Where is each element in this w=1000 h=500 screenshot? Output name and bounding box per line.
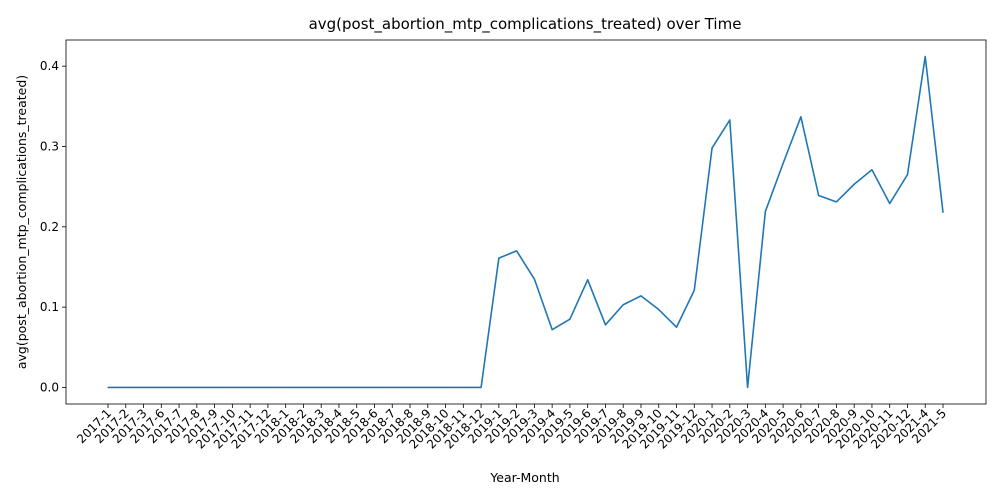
data-point	[231, 386, 233, 389]
data-point	[693, 289, 695, 291]
y-tick-label: 0.4	[40, 59, 59, 73]
data-point	[782, 162, 784, 164]
data-point	[391, 386, 393, 389]
data-point	[498, 257, 500, 259]
y-tick-label: 0.3	[40, 140, 59, 154]
data-point	[444, 386, 447, 389]
y-axis: 0.0 0.1 0.2 0.3 0.4	[40, 59, 66, 394]
series-layer	[107, 55, 944, 389]
data-point	[267, 386, 269, 389]
data-point	[551, 329, 553, 331]
data-point	[427, 386, 429, 389]
data-point	[711, 147, 713, 149]
data-point	[622, 304, 624, 306]
data-point	[338, 386, 340, 389]
data-point	[924, 55, 926, 58]
data-point	[320, 386, 322, 389]
data-point	[302, 386, 305, 389]
data-point	[889, 202, 891, 205]
y-tick-label: 0.1	[40, 300, 59, 314]
data-point	[818, 194, 820, 197]
data-point	[462, 386, 464, 389]
data-point	[640, 295, 642, 297]
data-point	[906, 174, 909, 176]
series-line	[108, 55, 944, 389]
data-point	[569, 318, 571, 320]
data-point	[356, 386, 358, 389]
data-point	[142, 386, 145, 389]
data-point	[249, 386, 251, 389]
x-axis-label: Year-Month	[489, 470, 559, 485]
data-point	[160, 386, 162, 389]
data-point	[764, 210, 766, 213]
data-point	[178, 386, 180, 389]
data-point	[746, 386, 749, 389]
data-point	[853, 183, 855, 185]
data-point	[285, 386, 287, 389]
data-point	[196, 386, 198, 389]
plot-frame	[65, 39, 987, 405]
data-point	[675, 326, 678, 328]
data-point	[942, 211, 944, 213]
data-point	[835, 201, 838, 203]
data-point	[533, 278, 535, 280]
data-point	[409, 386, 411, 389]
y-tick-label: 0.2	[40, 220, 59, 234]
data-point	[729, 119, 731, 121]
data-point	[604, 324, 607, 326]
y-axis-label: avg(post_abortion_mtp_complications_trea…	[14, 75, 29, 369]
data-point	[213, 386, 216, 389]
data-point	[587, 279, 589, 281]
y-tick-label: 0.0	[40, 380, 59, 394]
data-point	[658, 308, 660, 311]
data-point	[871, 169, 873, 171]
data-point	[125, 386, 127, 389]
x-axis: 2017-12017-22017-32017-62017-72017-82017…	[74, 404, 949, 452]
data-point	[107, 386, 109, 389]
data-point	[373, 386, 376, 389]
data-point	[516, 250, 518, 252]
chart-title: avg(post_abortion_mtp_complications_trea…	[309, 15, 742, 34]
data-point	[480, 386, 482, 389]
data-point	[800, 116, 802, 118]
